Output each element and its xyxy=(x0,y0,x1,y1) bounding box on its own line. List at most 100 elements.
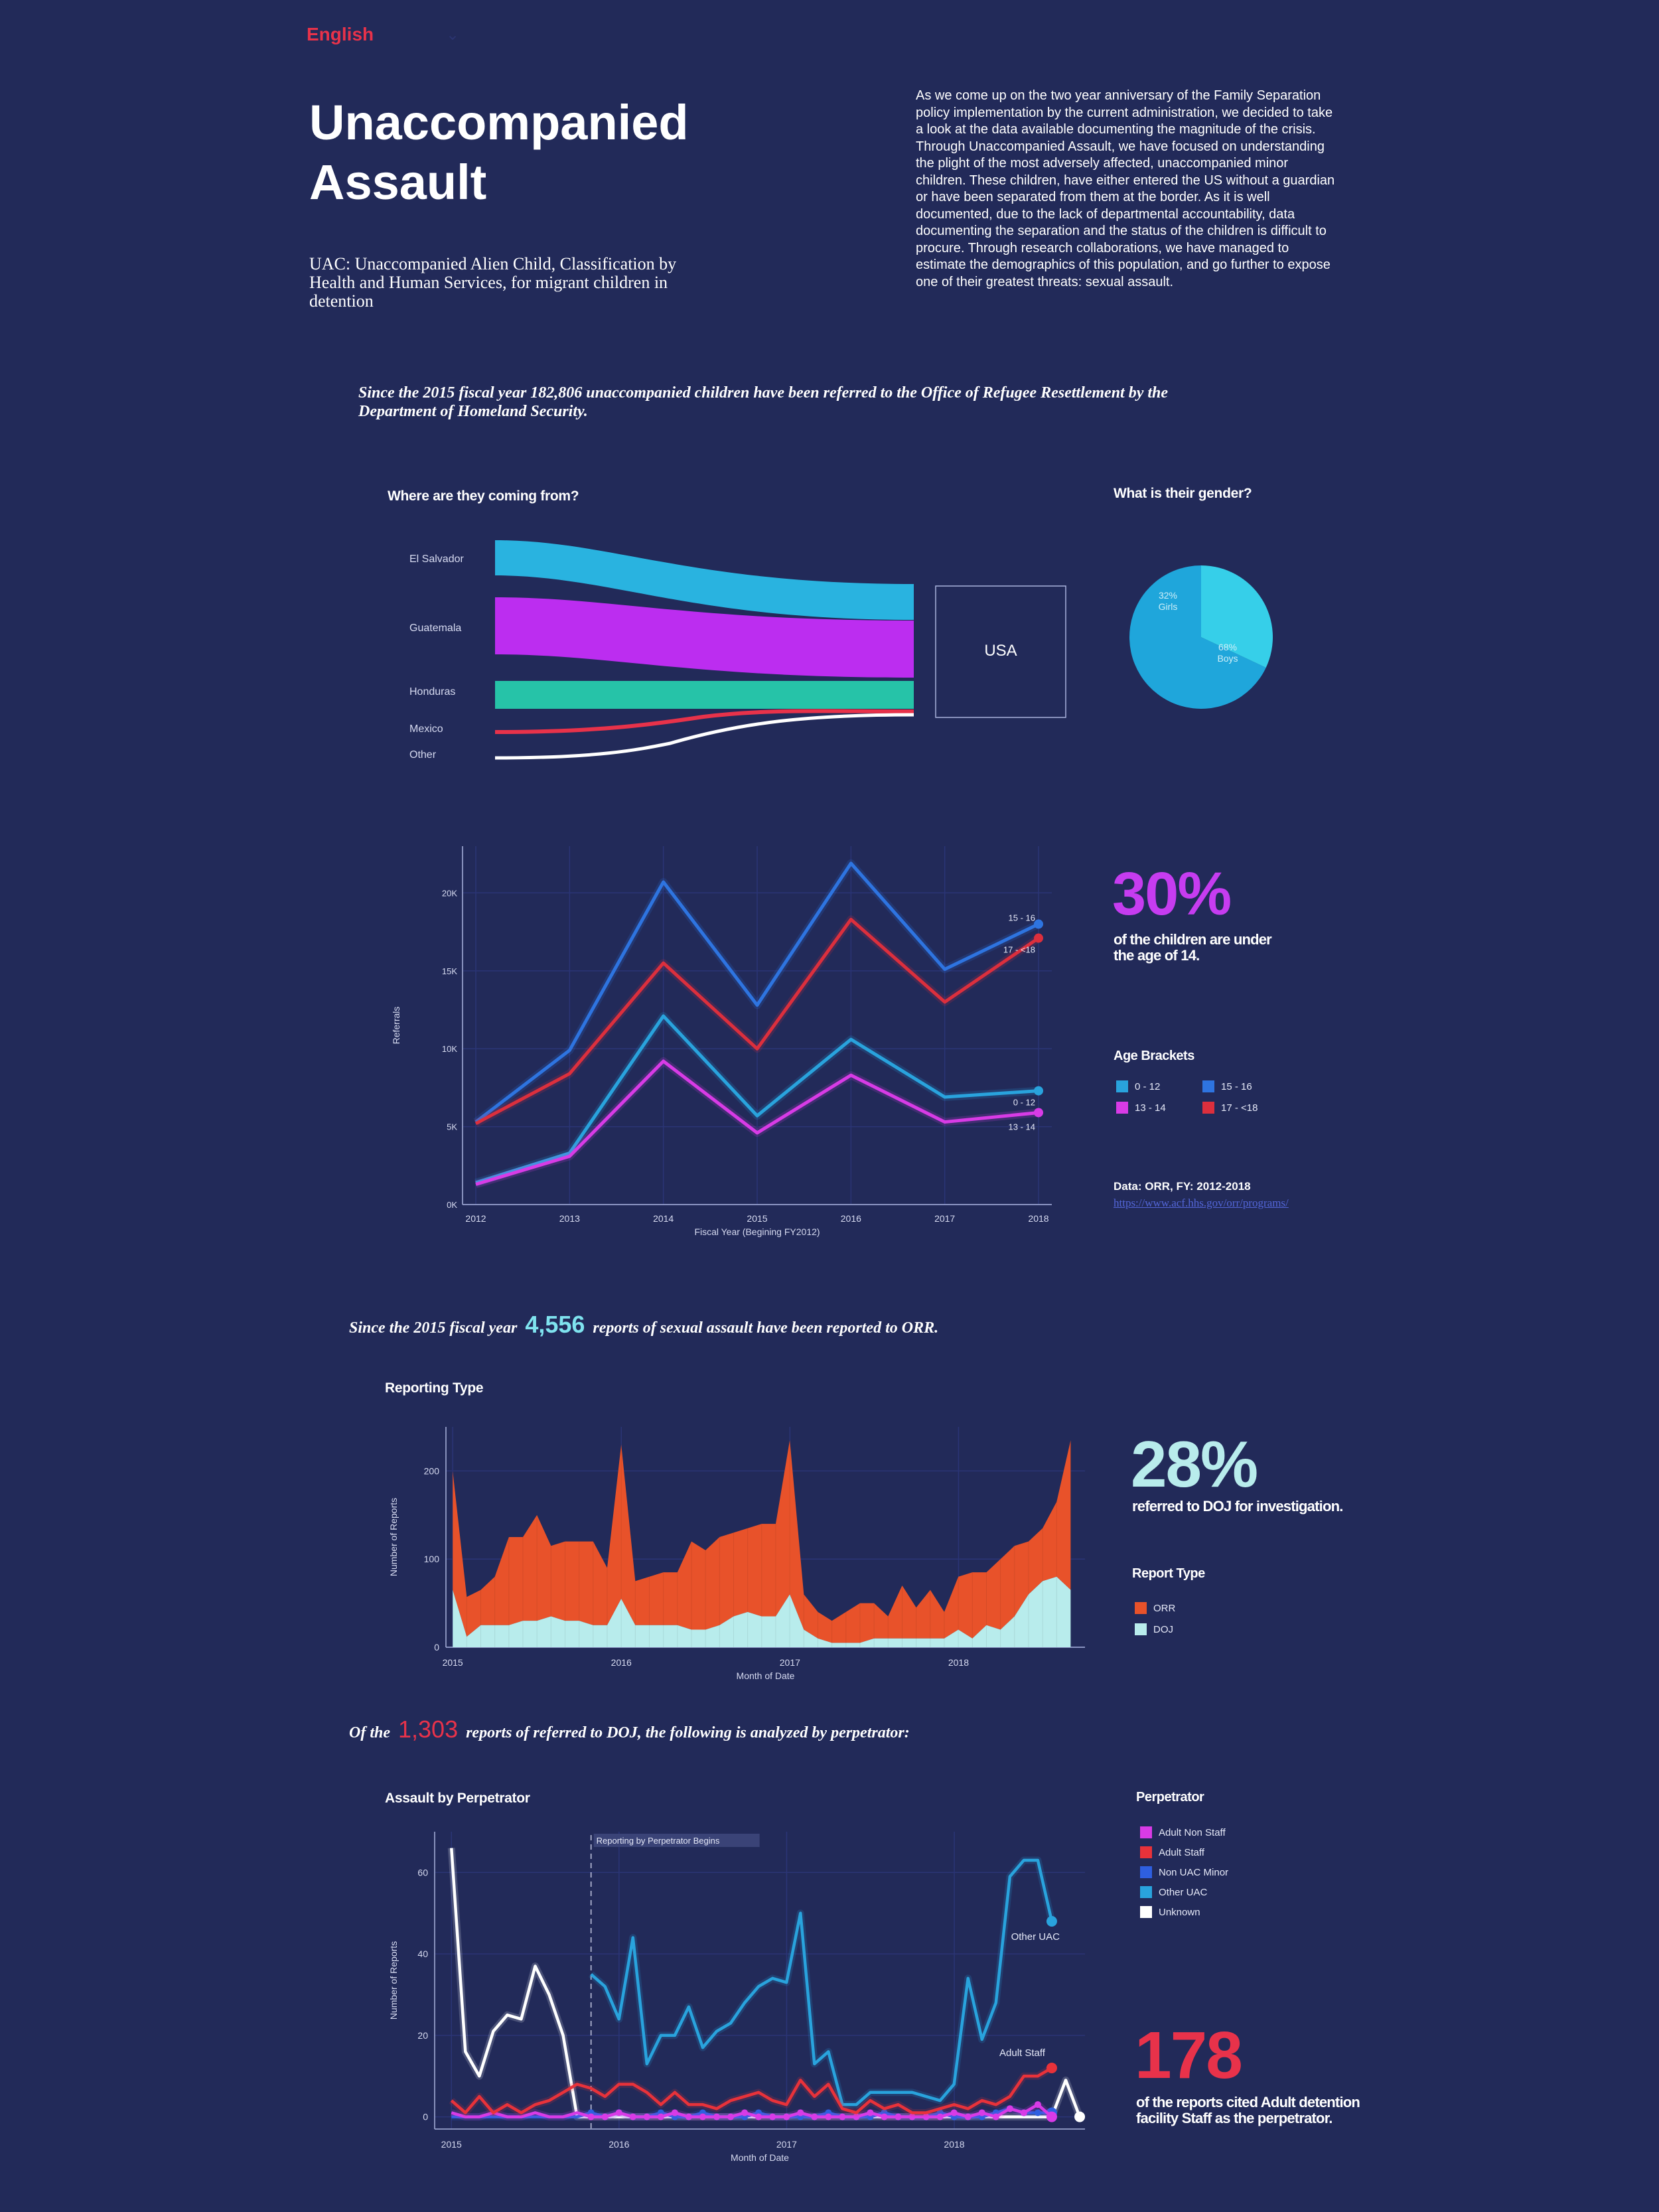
x-tick-label: 2016 xyxy=(611,1657,632,1668)
series-point xyxy=(922,2113,930,2120)
origin-label-guatemala: Guatemala xyxy=(409,623,461,634)
doj-stat-note: referred to DOJ for investigation. xyxy=(1132,1498,1343,1514)
chevron-down-icon[interactable]: ⌄ xyxy=(446,26,460,44)
source-link[interactable]: https://www.acf.hhs.gov/orr/programs/ xyxy=(1114,1197,1289,1209)
perp-legend-item: Unknown xyxy=(1140,1906,1228,1918)
series-point xyxy=(699,2113,706,2120)
series-end-label: 13 - 14 xyxy=(1009,1122,1035,1132)
x-tick-label: 2014 xyxy=(653,1213,674,1224)
pie-girls-pct: 32% xyxy=(1159,590,1177,601)
series-line-15 - 16 xyxy=(474,861,1040,1124)
y-tick-label: 5K xyxy=(447,1122,457,1132)
series-point xyxy=(727,2113,735,2120)
series-point xyxy=(629,2113,636,2120)
swatch-unknown xyxy=(1140,1906,1152,1918)
report-area-chart: 0 100 200 2015 2016 2017 2018 Month of Date Numb… xyxy=(388,1427,1085,1681)
y-tick-label: 60 xyxy=(417,1867,428,1878)
series-point xyxy=(643,2113,650,2120)
perp-legend-item: Non UAC Minor xyxy=(1140,1866,1228,1878)
language-selector[interactable]: English xyxy=(307,24,374,44)
swatch-adult-staff xyxy=(1140,1846,1152,1858)
age-line-chart: 0K 5K 10K 15K 20K 2012 2013 2014 2015 2016 2017 201… xyxy=(391,846,1052,1237)
series-point xyxy=(1034,2101,1041,2108)
age-legend-item: 15 - 16 xyxy=(1202,1080,1289,1092)
x-tick-label: 2016 xyxy=(841,1213,861,1224)
y-tick-label: 0K xyxy=(447,1200,457,1210)
lead-referrals: Since the 2015 fiscal year 182,806 unacc… xyxy=(358,384,1169,420)
series-point xyxy=(964,2113,972,2120)
staff-stat-value: 178 xyxy=(1135,2018,1243,2093)
perp-legend-item: Adult Non Staff xyxy=(1140,1826,1228,1838)
origin-label-honduras: Honduras xyxy=(409,686,455,698)
flow-guatemala xyxy=(495,597,914,678)
report-legend-item: ORR xyxy=(1135,1602,1175,1614)
origin-label-other: Other xyxy=(409,749,437,761)
series-point xyxy=(839,2113,846,2120)
series-point xyxy=(811,2113,818,2120)
title-line-1: Unaccompanied xyxy=(309,95,689,150)
perp-chart-title: Assault by Perpetrator xyxy=(385,1791,530,1806)
perp-line-chart: 0 20 40 60 2015 2016 2017 2018 Month of Date Numb… xyxy=(388,1832,1086,2163)
series-point xyxy=(1020,2109,1027,2116)
age-legend-item: 13 - 14 xyxy=(1116,1102,1202,1114)
series-point xyxy=(713,2113,721,2120)
origin-label-el-salvador: El Salvador xyxy=(409,553,464,565)
lead-doj-perpetrator: Of the 1,303 reports of referred to DOJ,… xyxy=(349,1716,910,1743)
x-tick-label: 2015 xyxy=(443,1657,463,1668)
series-end-dot xyxy=(1046,2111,1057,2122)
series-end-dot xyxy=(1034,1108,1043,1118)
usa-label: USA xyxy=(984,642,1017,660)
series-point xyxy=(671,2109,678,2116)
end-label-other-uac: Other UAC xyxy=(1011,1931,1060,1943)
y-axis-label: Number of Reports xyxy=(388,1498,399,1576)
age-legend-title: Age Brackets xyxy=(1114,1049,1194,1063)
annotation-text: Reporting by Perpetrator Begins xyxy=(597,1836,720,1846)
assault-count: 4,556 xyxy=(525,1311,585,1338)
x-tick-label: 2016 xyxy=(609,2139,629,2150)
page-subtitle: UAC: Unaccompanied Alien Child, Classifi… xyxy=(309,254,677,311)
pie-slice-boys xyxy=(1129,565,1266,709)
age-swatch-13-14 xyxy=(1116,1102,1128,1114)
series-line-0 - 12 xyxy=(475,1014,1039,1185)
x-tick-label: 2015 xyxy=(747,1213,767,1224)
staff-stat-note: of the reports cited Adult detention fac… xyxy=(1136,2094,1360,2126)
series-end-dot xyxy=(1074,2111,1086,2122)
series-point xyxy=(950,2109,958,2116)
perp-legend-title: Perpetrator xyxy=(1136,1790,1204,1805)
flow-honduras xyxy=(495,681,914,709)
pie-slice-girls xyxy=(1201,565,1273,668)
x-tick-label: 2018 xyxy=(944,2139,964,2150)
series-point xyxy=(992,2113,999,2120)
x-tick-label: 2017 xyxy=(776,2139,797,2150)
series-point xyxy=(825,2113,832,2120)
series-line-Other UAC xyxy=(590,1858,1054,2106)
flow-other xyxy=(494,713,914,760)
y-tick-label: 200 xyxy=(424,1465,440,1476)
y-tick-label: 0 xyxy=(423,2112,428,2122)
area-orr xyxy=(453,1439,1071,1643)
y-tick-label: 20 xyxy=(417,2030,428,2041)
series-line-13 - 14 xyxy=(475,1059,1039,1186)
perp-legend: Adult Non Staff Adult Staff Non UAC Mino… xyxy=(1140,1826,1228,1918)
series-end-dot xyxy=(1034,933,1043,943)
y-tick-label: 10K xyxy=(442,1044,457,1054)
series-point xyxy=(867,2109,874,2116)
age-swatch-15-16 xyxy=(1202,1080,1214,1092)
series-end-dot xyxy=(1046,1916,1057,1927)
y-axis-label: Referrals xyxy=(391,1007,401,1045)
y-axis-label: Number of Reports xyxy=(388,1941,399,2020)
series-line-17 - <18 xyxy=(474,917,1040,1126)
series-end-dot xyxy=(1034,1086,1043,1096)
age-swatch-0-12 xyxy=(1116,1080,1128,1092)
perp-legend-item: Adult Staff xyxy=(1140,1846,1228,1858)
series-point xyxy=(657,2113,664,2120)
y-tick-label: 0 xyxy=(434,1642,439,1653)
origin-sankey: El Salvador Guatemala Honduras Mexico Ot… xyxy=(409,540,1066,761)
swatch-adult-non-staff xyxy=(1140,1826,1152,1838)
page-title: Unaccompanied Assault xyxy=(309,93,774,212)
series-point xyxy=(685,2113,692,2120)
report-legend: ORR DOJ xyxy=(1135,1602,1175,1635)
series-point xyxy=(1034,2109,1041,2116)
x-axis-label: Month of Date xyxy=(737,1670,795,1681)
series-point xyxy=(741,2109,749,2116)
